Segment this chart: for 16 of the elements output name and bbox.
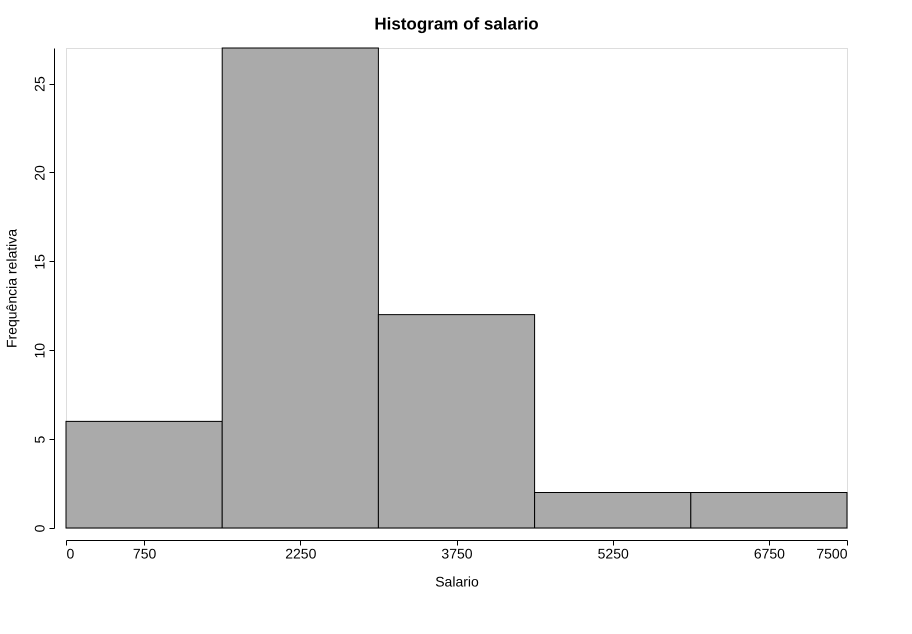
- x-axis-title: Salario: [435, 574, 479, 590]
- y-tick-label: 0: [32, 524, 48, 532]
- y-tick-label: 20: [32, 164, 48, 181]
- x-tick-label: 6750: [754, 546, 786, 562]
- chart-title: Histogram of salario: [374, 14, 539, 34]
- y-axis-title: Frequência relativa: [4, 228, 20, 348]
- y-tick-label: 5: [32, 436, 48, 444]
- x-tick-label: 5250: [598, 546, 629, 562]
- y-tick-label: 10: [32, 342, 48, 359]
- y-tick-label: 15: [32, 254, 48, 270]
- x-tick-label: 750: [132, 546, 156, 562]
- x-tick-label: 3750: [441, 546, 473, 562]
- x-tick-label: 7500: [816, 546, 848, 562]
- y-tick-label: 25: [32, 76, 48, 92]
- x-tick-label: 0: [66, 546, 74, 562]
- x-tick-label: 2250: [285, 546, 317, 562]
